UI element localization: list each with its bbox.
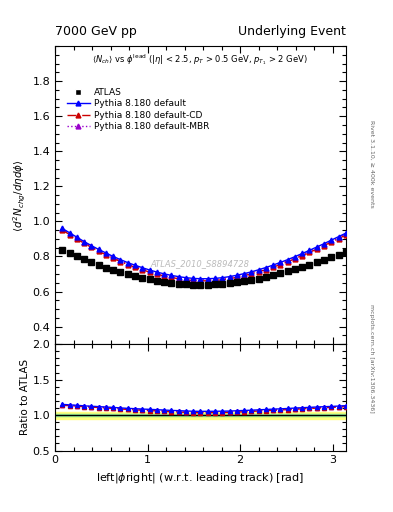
Text: Rivet 3.1.10, ≥ 400k events: Rivet 3.1.10, ≥ 400k events bbox=[369, 120, 374, 208]
Text: mcplots.cern.ch [arXiv:1306.3436]: mcplots.cern.ch [arXiv:1306.3436] bbox=[369, 304, 374, 413]
Y-axis label: Ratio to ATLAS: Ratio to ATLAS bbox=[20, 359, 29, 435]
Y-axis label: $\langle d^2 N_{chg}/d\eta d\phi \rangle$: $\langle d^2 N_{chg}/d\eta d\phi \rangle… bbox=[12, 159, 28, 231]
X-axis label: left|$\phi$right| (w.r.t. leading track) [rad]: left|$\phi$right| (w.r.t. leading track)… bbox=[96, 471, 305, 485]
Bar bbox=[55, 414, 346, 416]
Text: ATLAS_2010_S8894728: ATLAS_2010_S8894728 bbox=[151, 259, 250, 268]
Text: Underlying Event: Underlying Event bbox=[238, 26, 346, 38]
Legend: ATLAS, Pythia 8.180 default, Pythia 8.180 default-CD, Pythia 8.180 default-MBR: ATLAS, Pythia 8.180 default, Pythia 8.18… bbox=[65, 87, 211, 133]
Bar bbox=[55, 412, 346, 419]
Text: 7000 GeV pp: 7000 GeV pp bbox=[55, 26, 137, 38]
Text: $\langle N_{ch}\rangle$ vs $\phi^{\rm lead}$ ($|\eta|$ < 2.5, $p_T$ > 0.5 GeV, $: $\langle N_{ch}\rangle$ vs $\phi^{\rm le… bbox=[92, 52, 309, 67]
